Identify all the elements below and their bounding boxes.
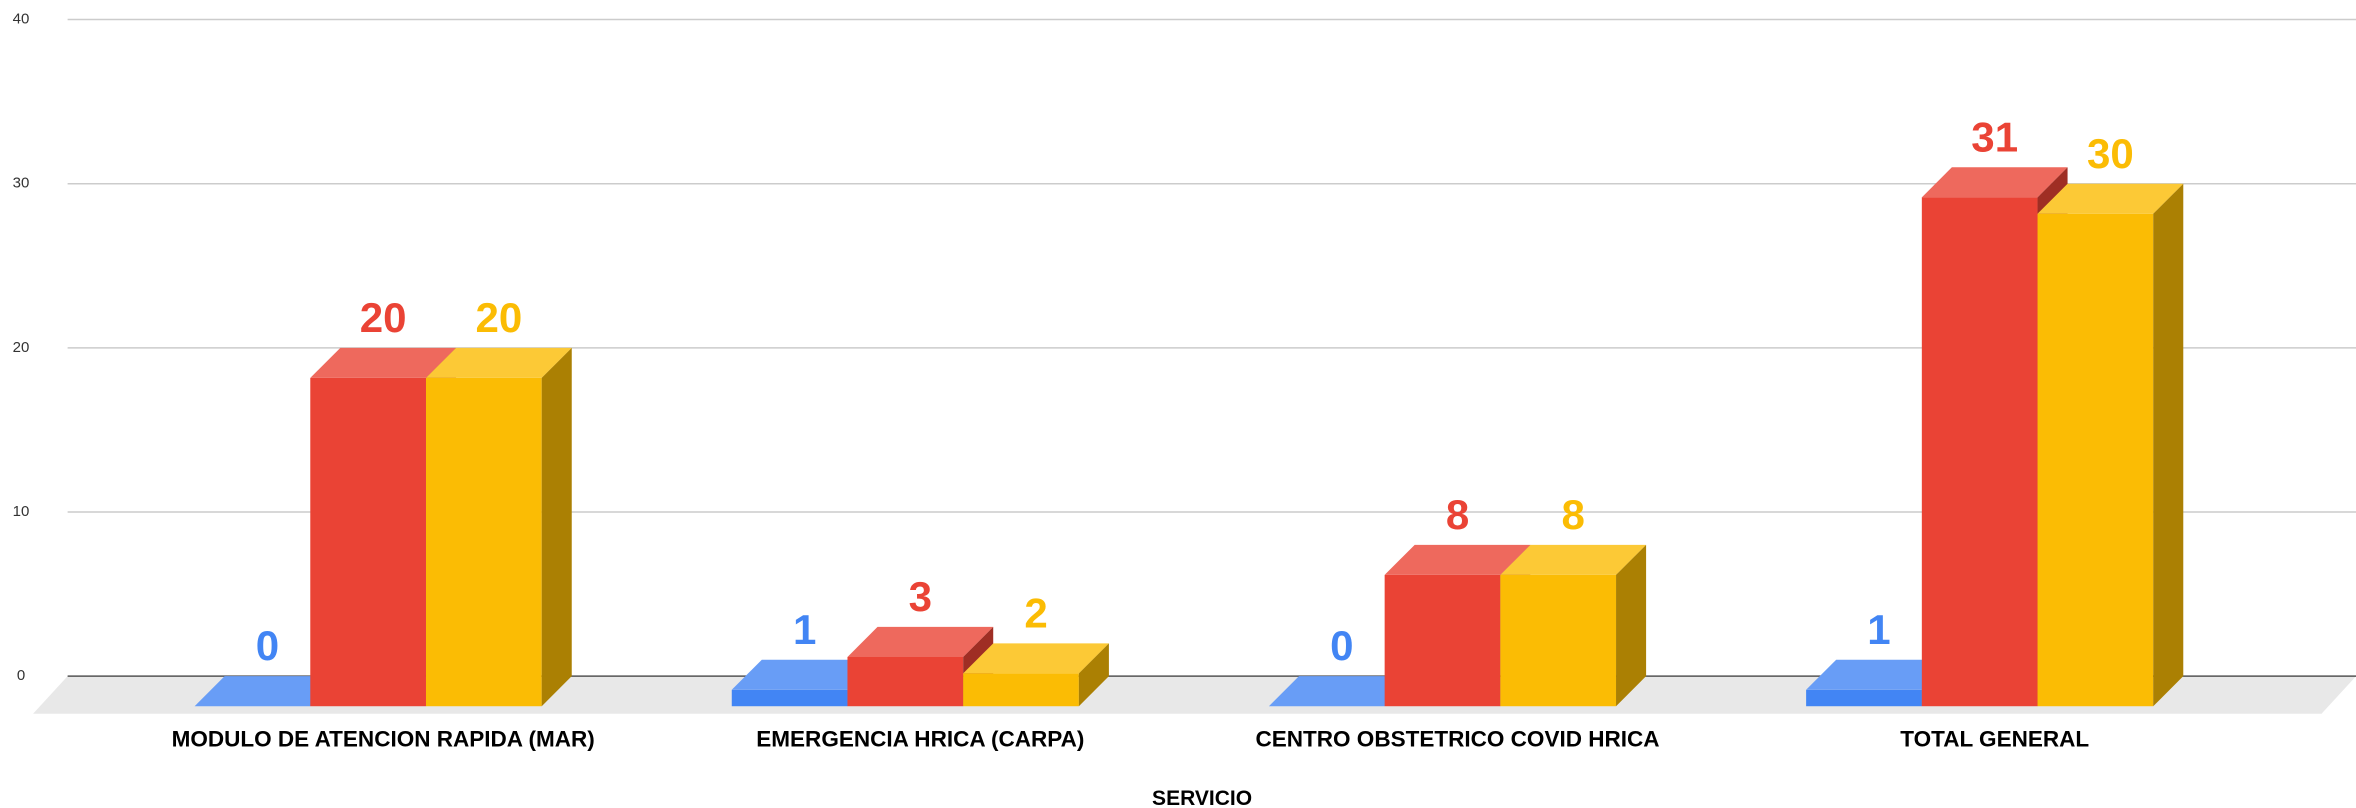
bar-top [1500,544,1647,575]
bar [963,643,1109,707]
bar-top [1806,659,1952,690]
y-tick-label: 40 [13,11,30,28]
bar-side [1078,643,1109,707]
bar [1268,676,1415,707]
bar-top [310,347,457,378]
value-label: 3 [909,573,932,620]
bar-front [425,377,542,707]
value-label: 8 [1446,491,1469,538]
bar-top [1268,676,1415,707]
bar-top [425,347,572,378]
value-label: 20 [360,294,407,341]
bar-front [2037,213,2154,707]
value-label: 1 [1867,606,1890,653]
value-label: 8 [1562,491,1585,538]
y-tick-label: 0 [17,667,25,684]
bar-front [963,673,1079,707]
bar-front [1806,689,1922,707]
bar-top [731,659,878,690]
value-label: 2 [1024,589,1047,636]
y-tick-label: 30 [13,175,30,192]
bar-side [1616,544,1647,707]
x-tick-label: CENTRO OBSTETRICO COVID HRICA [1255,727,1659,752]
bar-top [2037,183,2184,214]
x-tick-label: TOTAL GENERAL [1900,727,2089,752]
x-tick-label: MODULO DE ATENCION RAPIDA (MAR) [172,727,595,752]
bar-front [1921,197,2038,707]
bar-top [1384,544,1531,575]
bar-front [310,377,426,707]
bar-top [194,676,341,707]
bar [1500,544,1647,707]
y-tick-label: 10 [13,503,30,520]
x-axis-title: SERVICIO [1152,787,1252,808]
bar-front [731,689,848,707]
y-tick-label: 20 [13,339,30,356]
floor [33,676,2356,714]
bar-top [847,626,994,657]
value-label: 30 [2087,130,2134,177]
bar-top [1921,167,2068,198]
value-label: 0 [256,622,279,669]
bar [2037,183,2184,707]
bar-front [847,656,964,707]
bar [425,347,572,707]
bar-front [1384,574,1501,707]
bar-side [2153,183,2184,707]
bar [194,676,341,707]
value-label: 0 [1330,622,1353,669]
value-label: 31 [1971,113,2018,160]
value-label: 1 [793,606,816,653]
bar-top [963,643,1109,674]
x-tick-label: EMERGENCIA HRICA (CARPA) [756,727,1084,752]
bar-front [1500,574,1617,707]
bar-side [541,347,572,707]
value-label: 20 [475,294,522,341]
